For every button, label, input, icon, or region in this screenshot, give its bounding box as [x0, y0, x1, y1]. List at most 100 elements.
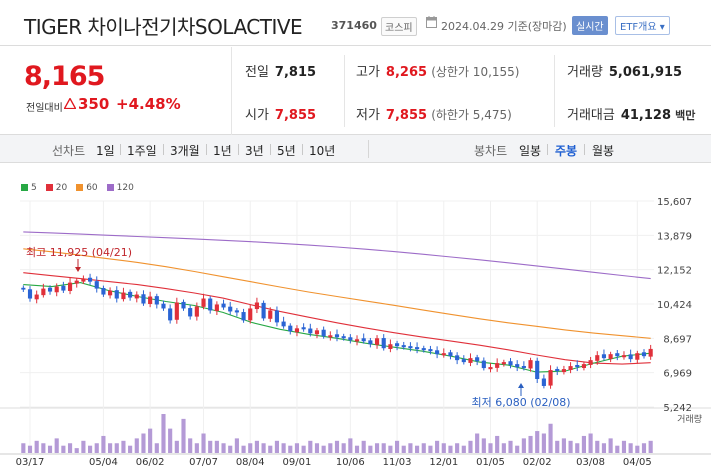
period-3y[interactable]: 3년 [245, 144, 264, 158]
candle [468, 358, 473, 363]
candle [88, 277, 93, 282]
candle [154, 296, 159, 305]
period-1y[interactable]: 1년 [213, 144, 232, 158]
candle [568, 366, 573, 370]
volume-bar [481, 438, 486, 453]
legend-swatch [45, 184, 53, 191]
candle [548, 370, 553, 386]
volume-bar [561, 438, 566, 453]
volume-bar [101, 435, 106, 453]
candle [21, 287, 26, 290]
candle [281, 321, 286, 327]
volume-bar [468, 440, 473, 453]
volume-bar [521, 438, 526, 453]
volume-bar [81, 440, 86, 453]
volume-bar [608, 438, 613, 453]
x-tick-label: 09/01 [283, 457, 312, 468]
volume-bar [281, 443, 286, 453]
up-triangle-icon [64, 98, 76, 109]
candle [535, 360, 540, 380]
candle-monthly[interactable]: 월봉 [592, 144, 615, 158]
price-chart[interactable]: 03/17 05/04 06/02 07/07 08/04 09/01 10/06 11/03… [0, 190, 711, 476]
candle [294, 328, 300, 333]
stat-low: 저가 7,855 (하한가 5,475) [356, 108, 512, 123]
volume-bar [114, 443, 119, 453]
volume-bar [334, 440, 340, 453]
moving-average-legend: 5 20 60 120 [21, 183, 143, 193]
candle [27, 289, 33, 299]
candle [201, 298, 206, 307]
volume-bar [241, 445, 246, 453]
candle-weekly[interactable]: 주봉 [555, 144, 578, 158]
x-tick-label: 10/06 [336, 457, 365, 468]
volume-bar [248, 443, 253, 453]
stat-amount: 거래대금 41,128 백만 [567, 108, 696, 123]
x-tick-label: 02/02 [523, 457, 552, 468]
candle [541, 378, 546, 386]
high-annotation: 최고 11,925 (04/21) [26, 246, 132, 259]
volume-bar [588, 433, 593, 453]
etf-overview-button[interactable]: ETF개요 ▾ [615, 16, 670, 35]
period-3m[interactable]: 3개월 [170, 144, 200, 158]
ma20-line [23, 272, 651, 365]
candle [648, 348, 653, 357]
candle [348, 337, 353, 341]
period-1d[interactable]: 1일 [96, 144, 115, 158]
legend-swatch [21, 184, 28, 191]
volume-bar [461, 445, 466, 453]
volume-bar [615, 445, 620, 453]
candle [241, 312, 246, 321]
candle-daily[interactable]: 일봉 [519, 144, 542, 158]
candle [181, 301, 186, 309]
y-tick-label: 15,607 [657, 197, 692, 208]
volume-bar [47, 445, 53, 453]
volume-bar [314, 443, 320, 453]
volume-bar [88, 445, 93, 453]
candle [128, 291, 133, 298]
volume-bar [74, 448, 79, 453]
candle [488, 367, 493, 370]
candle [101, 287, 106, 295]
line-chart-label: 선차트 [52, 144, 86, 158]
legend-ma5: 5 [21, 183, 37, 193]
y-tick-label: 8,697 [663, 334, 692, 345]
volume-bar [168, 428, 173, 453]
volume-bar [475, 433, 480, 453]
volume-bar [121, 440, 126, 453]
candle [314, 330, 320, 335]
y-tick-label: 12,152 [657, 266, 692, 277]
candle [321, 329, 326, 337]
volume-bar [348, 438, 353, 453]
candle [588, 360, 593, 365]
price-panel: 8,165 전일대비 350 +4.48% 전일 7,815 시가 7,855 고가… [0, 47, 711, 135]
volume-bar [581, 435, 586, 453]
candle [114, 290, 119, 299]
current-price-box: 8,165 전일대비 350 +4.48% [0, 47, 232, 135]
stock-header: TIGER 차이나전기차SOLACTIVE 371460 코스피 2024.04… [0, 0, 711, 46]
volume-bar [648, 440, 653, 453]
candle [601, 354, 607, 359]
volume-bar [174, 440, 179, 453]
volume-bar [601, 443, 607, 453]
stat-open: 시가 7,855 [245, 108, 317, 123]
x-tick-label: 05/04 [89, 457, 118, 468]
stat-volume: 거래량 5,061,915 [567, 65, 683, 80]
candle [308, 328, 313, 334]
period-1w[interactable]: 1주일 [127, 144, 157, 158]
candle [528, 360, 533, 369]
candle-chart-label: 봉차트 [474, 144, 508, 158]
candle [274, 310, 280, 323]
period-5y[interactable]: 5년 [277, 144, 296, 158]
volume-bar [621, 440, 627, 453]
change-percent: +4.48% [116, 95, 181, 113]
x-tick-label: 03/08 [576, 457, 605, 468]
volume-bar [108, 443, 113, 453]
volume-bar [448, 445, 453, 453]
period-10y[interactable]: 10년 [309, 144, 336, 158]
period-selector-bar: 선차트 1일 1주일 3개월 1년 3년 5년 10년 봉차트 일봉 주봉 월봉 [0, 135, 711, 163]
realtime-button[interactable]: 실시간 [572, 16, 608, 35]
volume-bar [508, 440, 513, 453]
x-tick-label: 08/04 [236, 457, 265, 468]
candle [94, 281, 99, 289]
candle [354, 339, 360, 342]
